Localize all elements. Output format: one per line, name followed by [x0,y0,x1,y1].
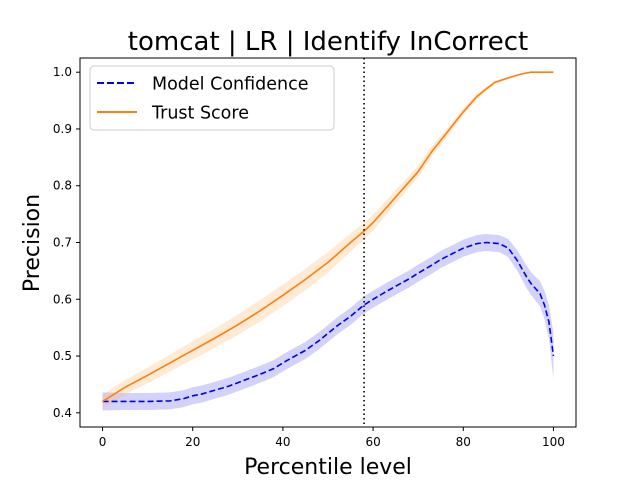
x-tick-label: 40 [275,435,290,449]
x-tick-label: 60 [365,435,380,449]
x-tick-label: 80 [456,435,471,449]
y-tick-label: 0.6 [53,292,72,306]
plot-area [102,58,555,427]
y-tick-label: 0.7 [53,236,72,250]
y-tick-label: 0.5 [53,349,72,363]
y-tick-label: 0.9 [53,122,72,136]
x-tick-label: 20 [185,435,200,449]
legend-box [89,65,335,131]
chart-title: tomcat | LR | Identify InCorrect [128,27,528,57]
series-0-line [102,241,555,403]
legend-model-confidence-label: Model Confidence [152,75,309,95]
x-axis: 0 20 40 60 80 100 [99,427,565,449]
y-axis-label: Precision [20,194,45,292]
x-tick-label: 100 [542,435,565,449]
y-tick-label: 0.8 [53,179,72,193]
series-0-band [102,233,554,411]
y-tick-label: 0.4 [53,406,72,420]
x-axis-label: Percentile level [244,455,412,480]
y-axis: 0.4 0.5 0.6 0.7 0.8 0.9 1.0 [53,65,80,420]
x-tick-label: 0 [99,435,107,449]
series-1-line [102,71,554,403]
legend: Model Confidence Trust Score [89,65,335,131]
legend-trust-score-label: Trust Score [151,104,249,124]
y-tick-label: 1.0 [53,65,72,79]
